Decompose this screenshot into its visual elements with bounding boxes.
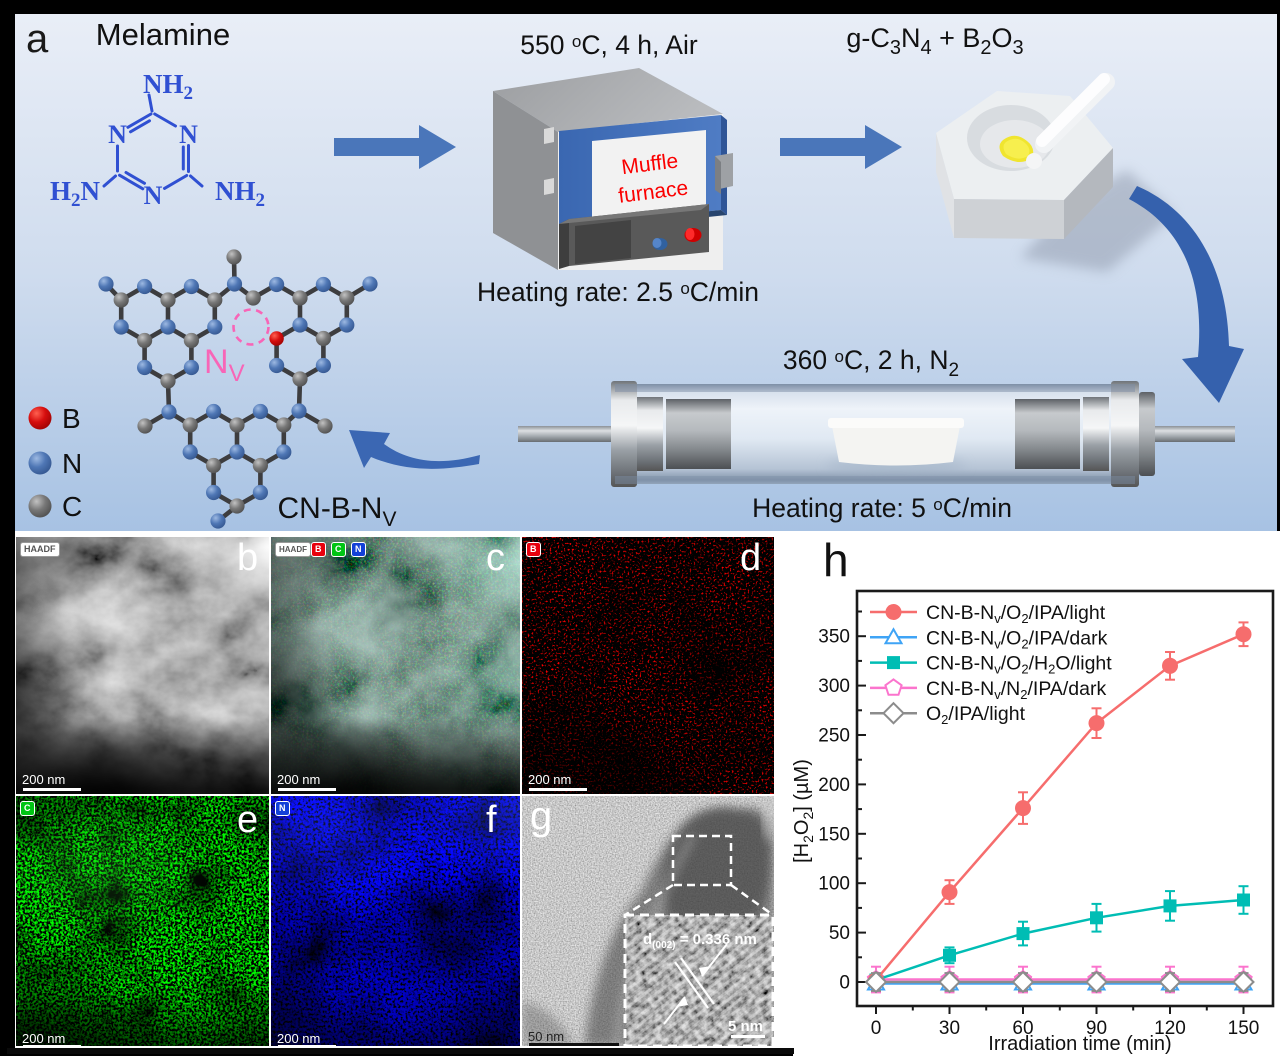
svg-text:B: B <box>62 403 81 434</box>
svg-text:60: 60 <box>1012 1018 1033 1039</box>
svg-text:0: 0 <box>871 1018 882 1039</box>
svg-text:C: C <box>62 491 82 522</box>
svg-text:CN-B-Nv/O2/IPA/light: CN-B-Nv/O2/IPA/light <box>926 602 1106 626</box>
svg-text:150: 150 <box>818 824 850 845</box>
svg-text:NH2: NH2 <box>143 69 193 104</box>
svg-text:200: 200 <box>818 775 850 796</box>
svg-text:150: 150 <box>1228 1018 1260 1039</box>
svg-text:250: 250 <box>818 726 850 747</box>
svg-text:30: 30 <box>939 1018 960 1039</box>
svg-text:0: 0 <box>839 973 850 994</box>
svg-text:[H2O2] (µM): [H2O2] (µM) <box>793 759 816 863</box>
svg-text:h: h <box>823 534 849 586</box>
svg-text:Irradiation time (min): Irradiation time (min) <box>988 1033 1171 1055</box>
svg-text:100: 100 <box>818 874 850 895</box>
svg-text:120: 120 <box>1154 1018 1186 1039</box>
svg-text:350: 350 <box>818 627 850 648</box>
svg-text:N: N <box>179 120 198 149</box>
svg-text:a: a <box>26 17 49 61</box>
svg-text:N: N <box>144 181 163 210</box>
svg-text:CN-B-Nv/N2/IPA/dark: CN-B-Nv/N2/IPA/dark <box>926 678 1106 702</box>
svg-text:5 nm: 5 nm <box>728 1018 763 1035</box>
svg-text:N: N <box>108 120 127 149</box>
svg-text:Heating rate: 2.5 oC/min: Heating rate: 2.5 oC/min <box>477 277 759 307</box>
svg-text:O2/IPA/light: O2/IPA/light <box>926 703 1026 727</box>
svg-text:CN-B-NV: CN-B-NV <box>277 492 396 531</box>
svg-text:550 oC, 4 h, Air: 550 oC, 4 h, Air <box>520 30 698 60</box>
svg-text:Melamine: Melamine <box>96 17 230 52</box>
svg-text:CN-B-Nv/O2/IPA/dark: CN-B-Nv/O2/IPA/dark <box>926 627 1108 651</box>
svg-text:Heating rate: 5 oC/min: Heating rate: 5 oC/min <box>752 493 1012 523</box>
svg-text:300: 300 <box>818 676 850 697</box>
svg-text:90: 90 <box>1086 1018 1107 1039</box>
svg-text:CN-B-Nv/O2/H2O/light: CN-B-Nv/O2/H2O/light <box>926 653 1112 677</box>
svg-text:50: 50 <box>829 923 850 944</box>
svg-text:N: N <box>62 448 82 479</box>
